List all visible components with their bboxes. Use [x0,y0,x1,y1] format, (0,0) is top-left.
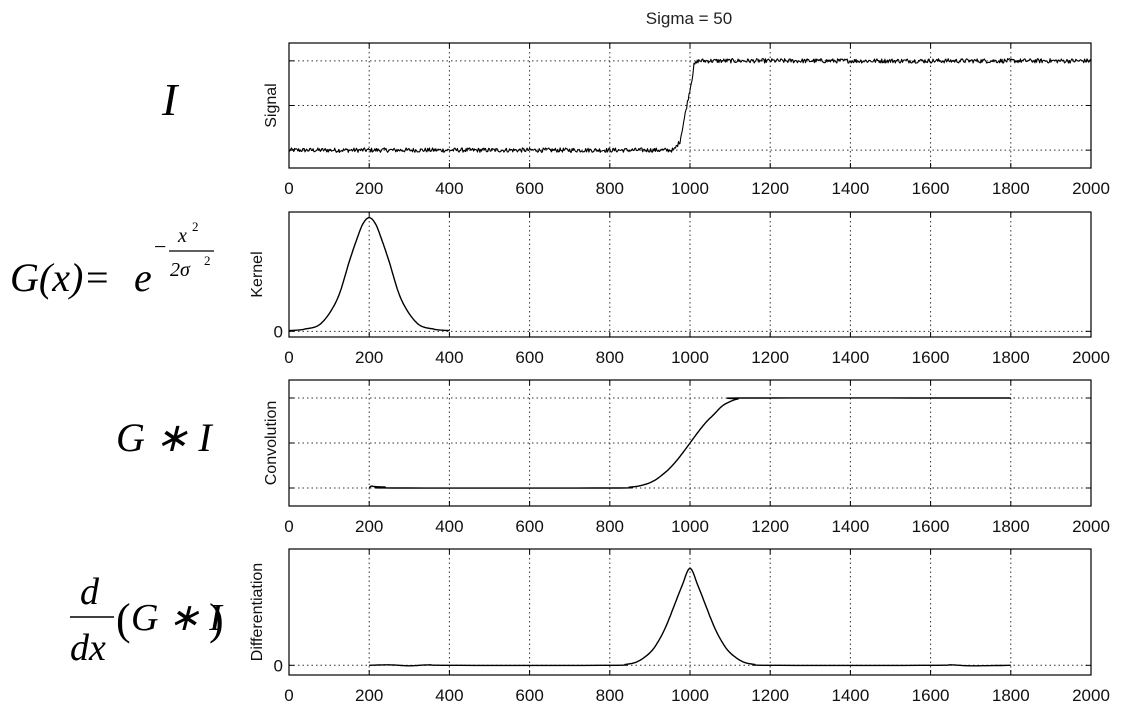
equation-kernel-lhs: G(x) [10,255,83,300]
x-tick-label: 800 [596,686,624,705]
series-line-1 [288,58,1092,153]
equation-derivative-dx: dx [70,627,106,669]
x-tick-label: 2000 [1072,686,1110,705]
x-tick-label: 1000 [671,348,709,367]
series-line-1 [289,216,450,332]
x-tick-label: 1000 [671,179,709,198]
equation-kernel-numerator: x [177,225,187,247]
x-tick-label: 600 [515,348,543,367]
x-tick-label: 1400 [831,517,869,536]
x-tick-label: 1800 [992,348,1030,367]
x-tick-label: 1200 [751,686,789,705]
x-tick-label: 2000 [1072,179,1110,198]
panel-1: 0 200 400 600 800 1000 1200 1400 1600 1800 2000 Sig… [263,42,1110,198]
x-tick-label: 1800 [992,517,1030,536]
plot-panels: 0 200 400 600 800 1000 1200 1400 1600 1800 2000Sig… [249,42,1110,705]
y-tick-label: 0 [274,322,283,341]
y-axis-label: Signal [263,83,280,127]
y-axis-label: Convolution [263,401,280,486]
x-tick-label: 1800 [992,686,1030,705]
equation-convolution: G ∗ I [116,415,213,460]
equation-kernel-numerator-exp: 2 [192,219,199,234]
y-tick-label: 0 [274,656,283,675]
x-tick-label: 200 [355,179,383,198]
x-tick-label: 1000 [671,686,709,705]
series-line-1 [369,567,1011,667]
equation-kernel-denominator: 2σ [170,259,191,281]
y-axis-label: Kernel [249,251,266,297]
x-tick-label: 0 [284,179,293,198]
panel-3: 0 200 400 600 800 1000 1200 1400 1600 1800 2000 Con… [263,379,1110,536]
equation-derivative-open-paren: ( [116,595,131,644]
x-tick-label: 1400 [831,348,869,367]
x-tick-label: 1600 [912,179,950,198]
x-tick-label: 600 [515,686,543,705]
series-line-1 [368,397,1011,489]
equation-kernel-denominator-exp: 2 [204,253,211,268]
x-tick-label: 1600 [912,686,950,705]
x-tick-label: 0 [284,348,293,367]
equation-derivative-inner: G ∗ I [131,597,224,639]
x-tick-label: 2000 [1072,517,1110,536]
x-tick-label: 200 [355,348,383,367]
equation-kernel-equals: = [86,255,109,300]
x-tick-label: 1200 [751,179,789,198]
x-tick-label: 0 [284,517,293,536]
figure-title: Sigma = 50 [646,9,732,28]
x-tick-label: 1600 [912,517,950,536]
x-tick-label: 400 [435,517,463,536]
x-tick-label: 1600 [912,348,950,367]
equation-signal: I [161,74,180,125]
x-tick-label: 400 [435,179,463,198]
x-tick-label: 1200 [751,348,789,367]
x-tick-label: 800 [596,517,624,536]
equation-convolution-text: G ∗ I [116,415,213,460]
x-tick-label: 400 [435,348,463,367]
x-tick-label: 200 [355,686,383,705]
x-tick-label: 1400 [831,686,869,705]
x-tick-label: 2000 [1072,348,1110,367]
x-tick-label: 0 [284,686,293,705]
panel-4: 0 200 400 600 800 1000 1200 1400 1600 1800 2000 0 Di… [249,548,1110,705]
x-tick-label: 1800 [992,179,1030,198]
x-tick-label: 800 [596,179,624,198]
x-tick-label: 600 [515,517,543,536]
x-tick-label: 400 [435,686,463,705]
x-tick-label: 1400 [831,179,869,198]
x-tick-label: 600 [515,179,543,198]
equation-derivative-close-paren: ) [209,595,224,644]
y-axis-label: Differentiation [249,563,266,661]
equation-kernel-base: e [134,255,152,300]
x-tick-label: 800 [596,348,624,367]
panel-2: 0 200 400 600 800 1000 1200 1400 1600 1800 2000 0 Ke… [249,211,1110,367]
x-tick-label: 1200 [751,517,789,536]
equation-i: I [161,74,180,125]
x-tick-label: 200 [355,517,383,536]
x-tick-label: 1000 [671,517,709,536]
equation-kernel-minus: − [154,234,166,259]
equation-kernel: G(x) = e − x 2 2σ 2 [10,219,214,300]
equation-derivative: d dx ( G ∗ I ) [70,571,224,669]
equation-derivative-d: d [80,571,100,613]
